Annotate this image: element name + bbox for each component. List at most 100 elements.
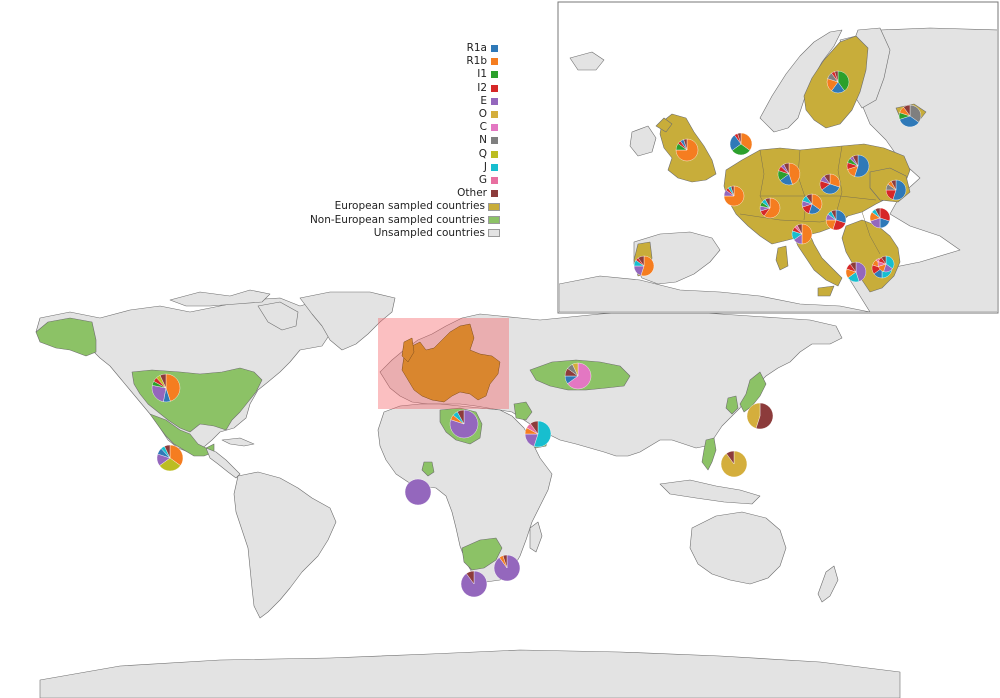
legend-swatch: [491, 176, 498, 184]
legend-item: Unsampled countries: [282, 227, 500, 240]
pie-slice-other: [466, 570, 475, 585]
pie-chart-sweden: [826, 70, 850, 94]
legend-label: I2: [477, 81, 487, 94]
inset-north-africa: [559, 275, 871, 312]
legend-item: Q: [282, 148, 500, 161]
pie-slice-r1b: [811, 193, 823, 211]
legend-item: Other: [282, 187, 500, 200]
legend-item: N: [282, 134, 500, 147]
pie-chart-germany: [777, 162, 801, 186]
legend-label: E: [480, 94, 487, 107]
legend-label: Other: [457, 187, 487, 200]
pie-slice-e: [855, 261, 867, 282]
legend-label: Non-European sampled countries: [309, 213, 485, 226]
legend-swatch: [491, 190, 498, 198]
legend-item: O: [282, 108, 500, 121]
europe-inset: [557, 1, 999, 314]
pie-slice-j: [533, 420, 552, 448]
pie-chart-estonia: [898, 104, 922, 128]
inset-sardinia: [775, 245, 789, 271]
legend-swatch: [491, 124, 498, 132]
legend-item: R1b: [282, 55, 500, 68]
legend-swatch: [488, 229, 500, 238]
pie-slice-other: [726, 450, 735, 465]
pie-slice-n: [909, 104, 922, 123]
legend-label: J: [483, 160, 487, 173]
pie-chart-south-africa-2: [493, 554, 521, 582]
pie-chart-austria: [801, 193, 823, 215]
inset-iceland-area: [569, 51, 605, 71]
pie-chart-belarus: [885, 179, 907, 201]
pie-chart-czechia: [819, 173, 841, 195]
antarctica: [39, 649, 901, 698]
europe-highlight-land: [401, 323, 501, 403]
pie-slice-other: [823, 173, 831, 185]
uk-highlight: [401, 337, 415, 363]
pie-chart-mexico: [156, 444, 184, 472]
legend-label: G: [478, 173, 487, 186]
legend-label: C: [479, 121, 487, 134]
pie-slice-other: [502, 554, 508, 569]
pie-slice-other: [881, 255, 887, 265]
legend-label: Unsampled countries: [373, 226, 485, 239]
pie-slice-other: [783, 162, 790, 175]
cuba: [221, 437, 255, 447]
iraq-sampled: [513, 401, 533, 421]
legend-swatch: [488, 216, 500, 225]
pie-slice-other: [805, 193, 813, 205]
inset-scotland-isles: [655, 117, 673, 133]
madagascar: [529, 521, 543, 553]
alaska: [35, 317, 97, 357]
pie-slice-o: [746, 402, 761, 429]
legend-swatch: [491, 150, 498, 158]
pie-slice-other: [852, 154, 859, 167]
pie-chart-kazakhstan: [564, 362, 592, 390]
legend-swatch: [491, 84, 498, 92]
legend-label: R1a: [466, 42, 487, 55]
pie-slice-other: [530, 420, 539, 435]
legend-item: I1: [282, 68, 500, 81]
pie-chart-arabia: [524, 420, 552, 448]
south-africa: [461, 537, 503, 571]
pie-chart-italy: [791, 223, 813, 245]
legend-swatch: [491, 97, 498, 105]
pie-chart-usa: [151, 373, 181, 403]
arctic-islands: [169, 289, 271, 307]
pie-slice-other: [903, 104, 911, 117]
pie-slice-other: [890, 179, 897, 191]
pie-slice-r1b: [165, 373, 181, 402]
legend-label: European sampled countries: [334, 200, 485, 213]
pie-chart-portugal: [633, 255, 655, 277]
world-map: [35, 289, 901, 698]
legend-label: Q: [478, 147, 487, 160]
pie-chart-britain: [675, 138, 699, 162]
inset-ireland: [629, 125, 657, 157]
legend: R1a R1b I1 I2 E O C N Q J G Other European sampled c…: [282, 42, 500, 240]
legend-label: N: [479, 134, 487, 147]
pie-slice-c: [567, 362, 592, 390]
inset-sicily: [817, 285, 835, 297]
legend-swatch: [488, 202, 500, 211]
pie-chart-romania: [869, 207, 891, 229]
pie-slice-other: [874, 207, 881, 219]
legend-item: J: [282, 161, 500, 174]
pie-slice-other: [637, 255, 645, 267]
philippines: [701, 437, 717, 471]
pie-slice-e: [404, 478, 432, 506]
pie-slice-r1b: [675, 138, 699, 162]
pie-slice-r1b: [801, 223, 813, 245]
pie-chart-philippines: [720, 450, 748, 478]
pie-chart-ghana: [404, 478, 432, 506]
legend-item: E: [282, 95, 500, 108]
baffin-island: [257, 301, 299, 331]
legend-item: Non-European sampled countries: [282, 213, 500, 226]
pie-slice-other: [159, 373, 167, 389]
pie-slice-o: [572, 362, 579, 377]
pie-slice-i1: [837, 70, 850, 92]
korea: [725, 395, 739, 415]
pie-slice-other: [456, 409, 465, 425]
pie-slice-other: [830, 209, 837, 221]
world-pie-charts: [151, 362, 774, 598]
pie-slice-r1a: [821, 183, 840, 195]
